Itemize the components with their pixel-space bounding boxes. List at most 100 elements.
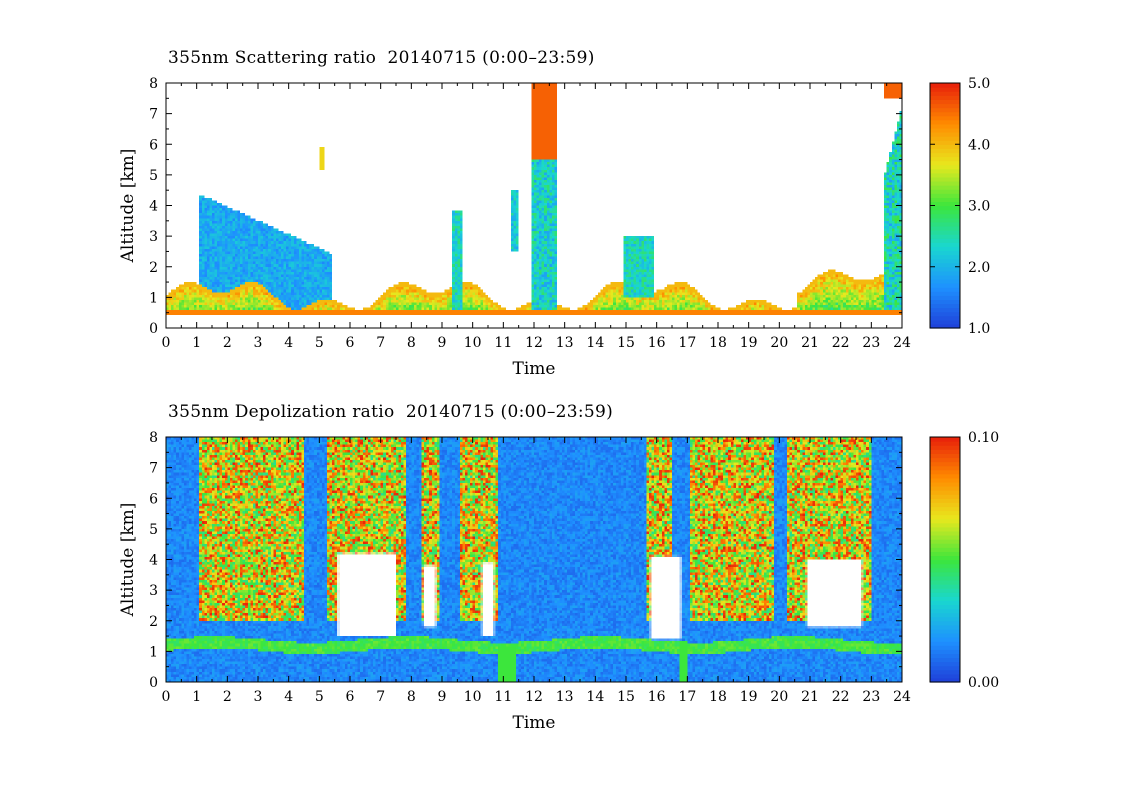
colorbar-band	[930, 584, 960, 589]
y-tick-label: 3	[149, 583, 158, 599]
x-tick-label: 12	[525, 335, 543, 351]
colorbar-band	[930, 156, 960, 162]
colorbar-band	[930, 197, 960, 203]
x-tick-label: 2	[223, 335, 232, 351]
x-tick-label: 22	[832, 689, 850, 705]
colorbar-band	[930, 193, 960, 198]
x-tick-label: 1	[192, 335, 201, 351]
x-tick-label: 8	[407, 335, 416, 351]
colorbar-band	[930, 189, 960, 194]
y-tick-label: 5	[149, 522, 158, 538]
colorbar-tick-label: 0.10	[968, 430, 999, 446]
x-tick-label: 4	[284, 335, 293, 351]
colorbar-band	[930, 291, 960, 296]
x-tick-label: 16	[648, 689, 666, 705]
colorbar-band	[930, 83, 960, 88]
colorbar-band	[930, 87, 960, 92]
colorbar-band	[930, 543, 960, 548]
colorbar-band	[930, 551, 960, 557]
colorbar-band	[930, 209, 960, 215]
colorbar: 1.0 2.0 3.0 4.0 5.0	[929, 76, 990, 337]
colorbar-band	[930, 91, 960, 96]
colorbar-band	[930, 181, 960, 186]
colorbar-band	[930, 457, 960, 463]
colorbar-band	[930, 547, 960, 552]
x-tick-label: 21	[801, 335, 819, 351]
colorbar-band	[930, 303, 960, 309]
colorbar-band	[930, 555, 960, 561]
scattering-ratio-field	[166, 83, 902, 328]
x-tick-label: 18	[709, 335, 727, 351]
x-tick-label: 20	[770, 689, 788, 705]
colorbar-band	[930, 140, 960, 145]
x-tick-label: 2	[223, 689, 232, 705]
colorbar-tick-label: 1.0	[968, 321, 990, 337]
colorbar-band	[930, 132, 960, 137]
x-tick-label: 17	[678, 335, 696, 351]
colorbar-band	[930, 152, 960, 158]
colorbar-band	[930, 477, 960, 483]
x-tick-label: 4	[284, 689, 293, 705]
colorbar-tick-label: 0.00	[968, 675, 999, 691]
x-tick-label: 6	[346, 335, 355, 351]
colorbar-band	[930, 230, 960, 235]
colorbar-band	[930, 258, 960, 264]
colorbar-band	[930, 645, 960, 650]
colorbar-band	[930, 242, 960, 247]
colorbar-band	[930, 616, 960, 622]
colorbar-band	[930, 620, 960, 626]
colorbar-band	[930, 103, 960, 109]
colorbar-band	[930, 473, 960, 479]
colorbar-band	[930, 665, 960, 671]
colorbar-band	[930, 490, 960, 495]
colorbar-band	[930, 539, 960, 544]
y-tick-label: 6	[149, 491, 158, 507]
x-tick-label: 15	[617, 335, 635, 351]
colorbar-band	[930, 185, 960, 190]
colorbar-band	[930, 279, 960, 284]
colorbar-frame	[929, 436, 961, 683]
y-tick-label: 1	[149, 290, 158, 306]
colorbar-band	[930, 498, 960, 503]
colorbar-band	[930, 481, 960, 487]
colorbar-band	[930, 136, 960, 141]
colorbar-band	[930, 111, 960, 117]
colorbar-band	[930, 677, 960, 683]
y-tick-label: 2	[149, 614, 158, 630]
colorbar-band	[930, 453, 960, 459]
colorbar-band	[930, 176, 960, 182]
x-axis-label: Time	[513, 713, 556, 733]
x-tick-label: 13	[556, 689, 574, 705]
x-tick-label: 0	[162, 335, 171, 351]
colorbar-band	[930, 669, 960, 675]
y-tick-label: 2	[149, 260, 158, 276]
x-tick-label: 19	[740, 689, 758, 705]
colorbar-band	[930, 506, 960, 512]
x-tick-label: 11	[494, 335, 512, 351]
depolarization-ratio-panel: 355nm Depolization ratio 20140715 (0:00–…	[0, 354, 1123, 750]
colorbar-band	[930, 563, 960, 569]
x-tick-label: 16	[648, 335, 666, 351]
colorbar-band	[930, 201, 960, 207]
colorbar-band	[930, 567, 960, 573]
x-tick-label: 5	[315, 689, 324, 705]
x-tick-label: 1	[192, 689, 201, 705]
colorbar-band	[930, 673, 960, 679]
colorbar-band	[930, 274, 960, 280]
colorbar-band	[930, 559, 960, 565]
y-tick-label: 6	[149, 137, 158, 153]
colorbar-band	[930, 246, 960, 252]
x-tick-label: 15	[617, 689, 635, 705]
colorbar-band	[930, 514, 960, 520]
colorbar-band	[930, 518, 960, 524]
x-tick-label: 23	[862, 335, 880, 351]
x-tick-label: 3	[254, 689, 263, 705]
colorbar-band	[930, 217, 960, 223]
colorbar-band	[930, 641, 960, 646]
colorbar-band	[930, 637, 960, 642]
colorbar-band	[930, 323, 960, 329]
chart-title: 355nm Scattering ratio 20140715 (0:00–23…	[168, 48, 595, 68]
colorbar-band	[930, 311, 960, 317]
colorbar-band	[930, 172, 960, 178]
colorbar-band	[930, 579, 960, 585]
